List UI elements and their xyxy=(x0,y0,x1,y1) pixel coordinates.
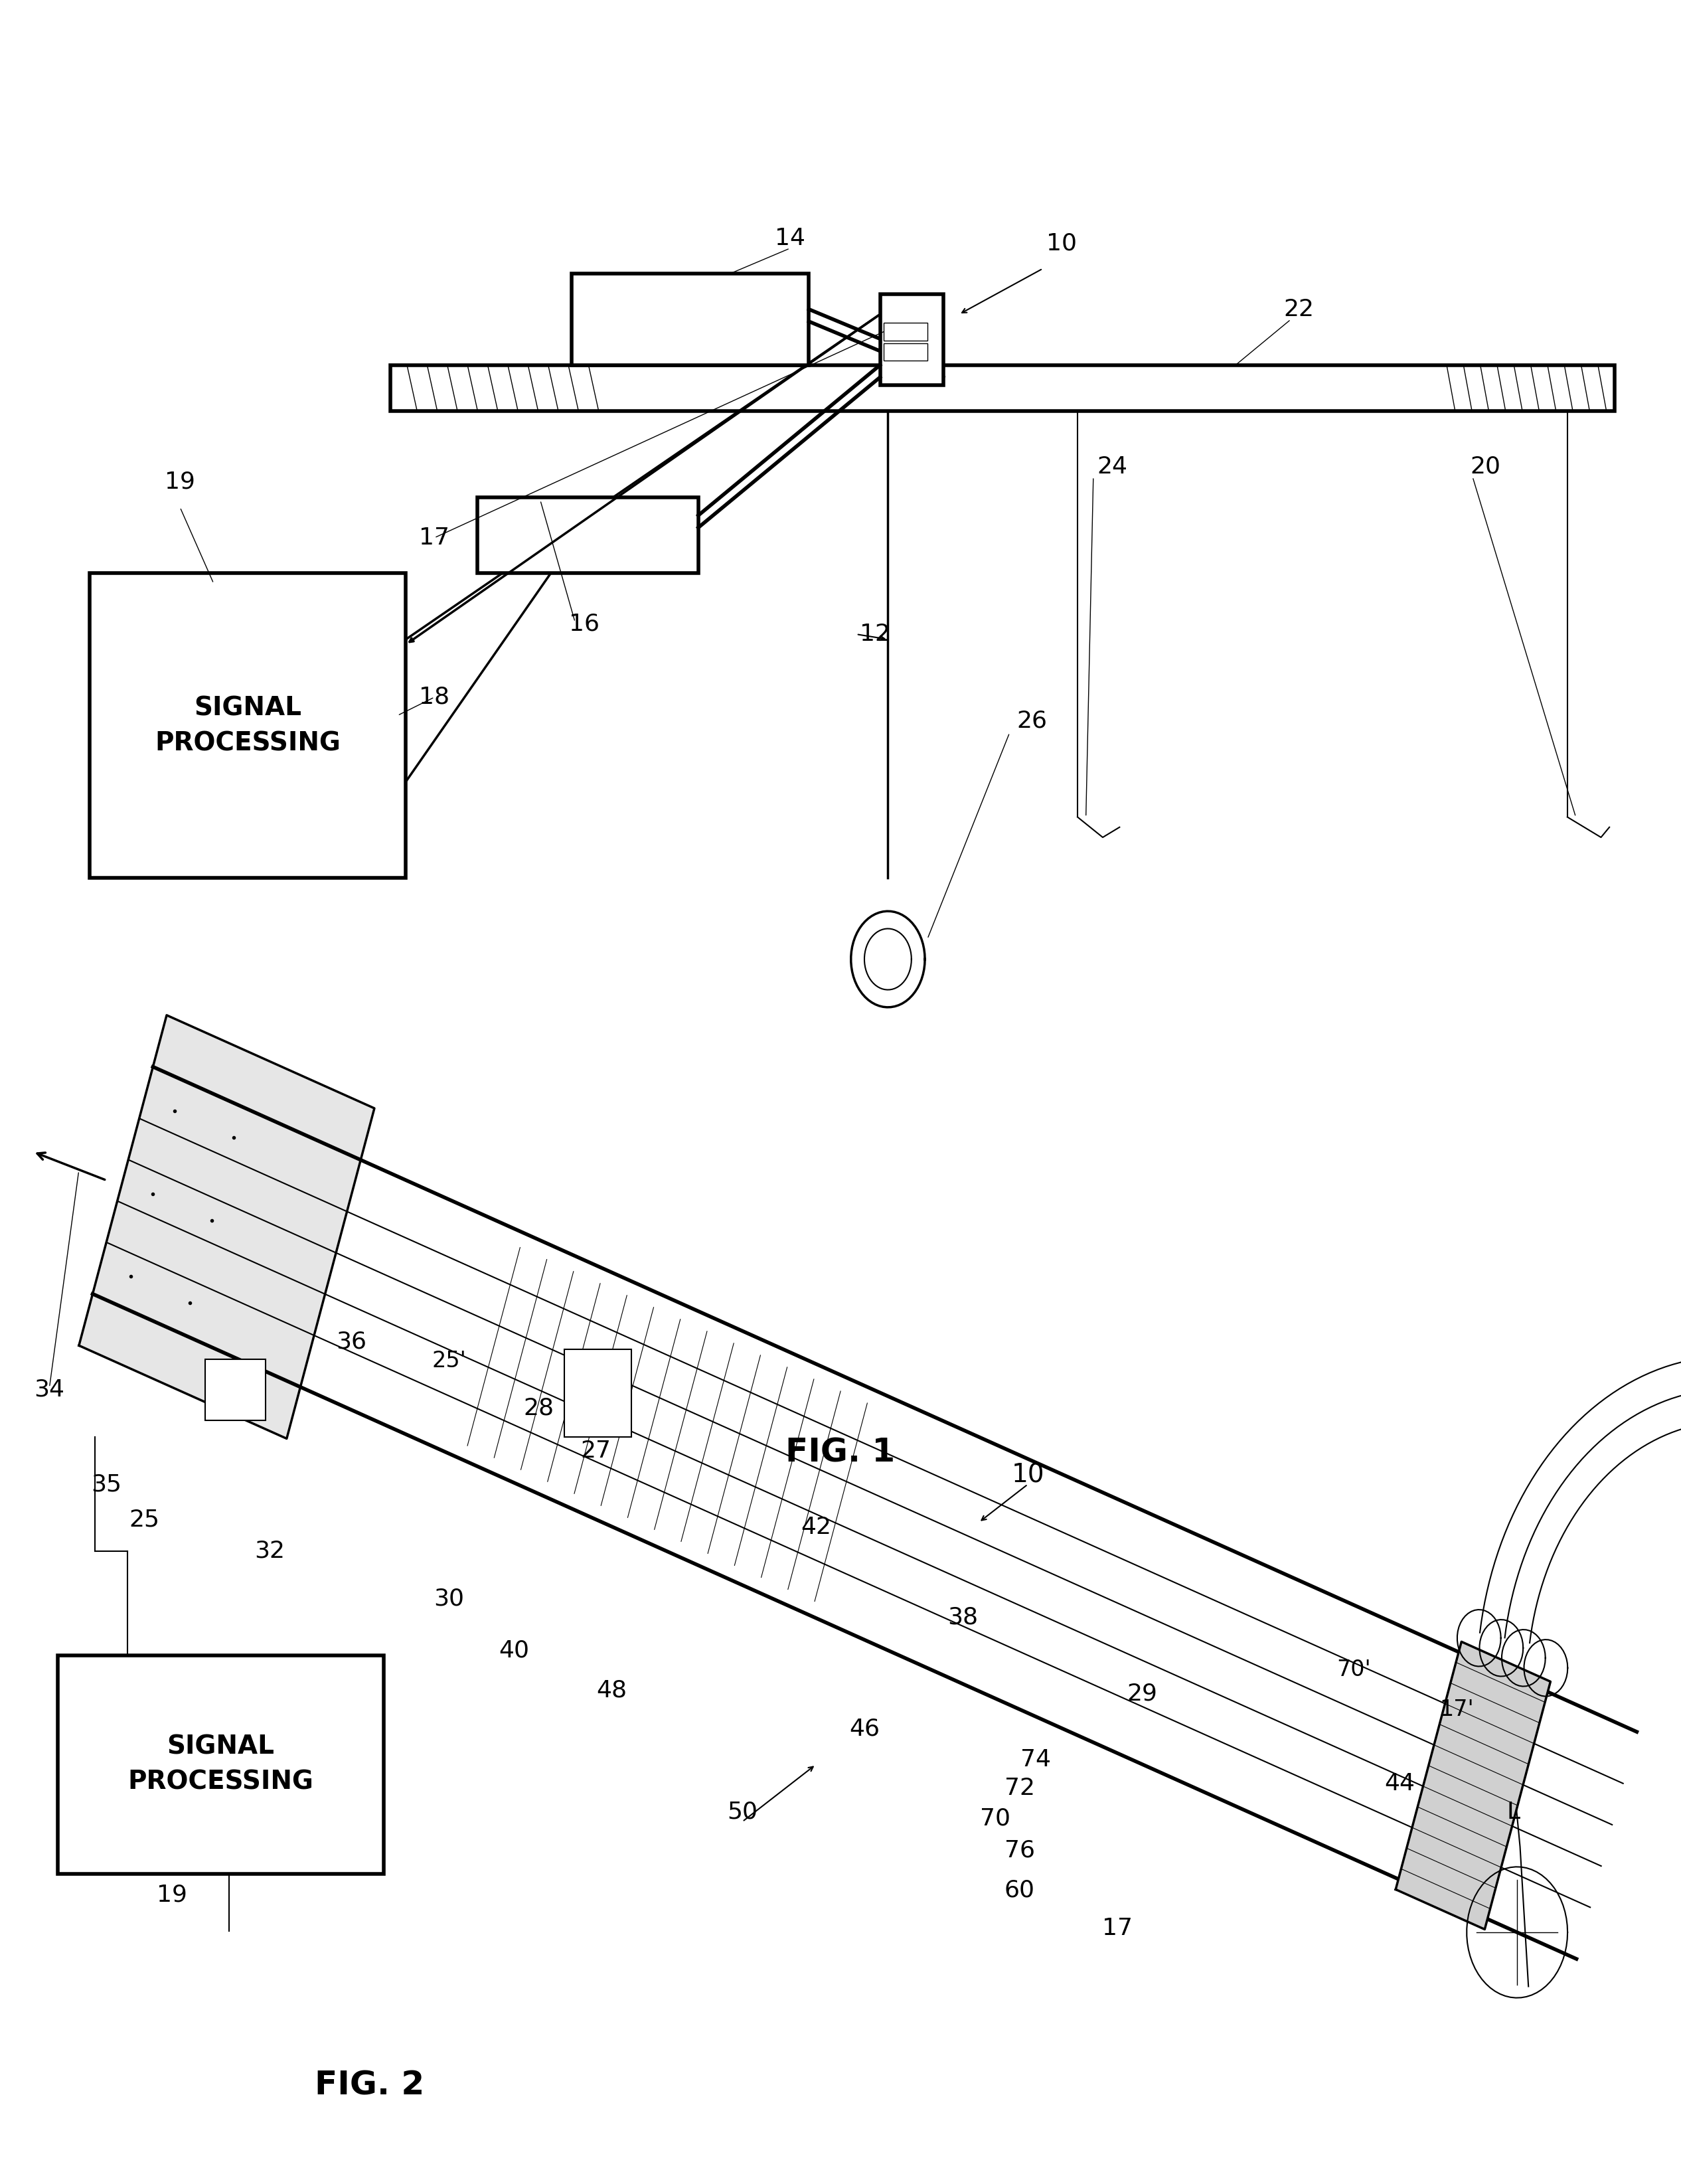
Text: 10: 10 xyxy=(1047,232,1078,256)
Bar xyxy=(205,1358,266,1420)
Text: FIG. 1: FIG. 1 xyxy=(785,1437,896,1468)
Text: SIGNAL
PROCESSING: SIGNAL PROCESSING xyxy=(155,695,341,756)
Text: 44: 44 xyxy=(1383,1773,1415,1795)
Text: 25': 25' xyxy=(432,1350,466,1372)
Text: 19: 19 xyxy=(165,470,195,494)
Text: 24: 24 xyxy=(1098,456,1128,478)
Text: 36: 36 xyxy=(336,1330,366,1354)
Text: 50: 50 xyxy=(728,1802,758,1824)
Text: 16: 16 xyxy=(570,614,600,636)
Text: L: L xyxy=(1506,1802,1520,1824)
Text: SIGNAL
PROCESSING: SIGNAL PROCESSING xyxy=(128,1734,314,1795)
Text: 25: 25 xyxy=(129,1509,160,1531)
Text: FIG. 2: FIG. 2 xyxy=(314,2070,425,2101)
Text: 32: 32 xyxy=(254,1540,284,1562)
Bar xyxy=(57,1655,383,1874)
Text: 10: 10 xyxy=(1012,1463,1044,1487)
Text: 27: 27 xyxy=(580,1439,610,1463)
Text: 17: 17 xyxy=(1103,1918,1133,1939)
Polygon shape xyxy=(79,1016,375,1439)
Text: 70: 70 xyxy=(980,1808,1010,1830)
Text: 12: 12 xyxy=(861,622,891,646)
Text: 46: 46 xyxy=(849,1717,879,1741)
Bar xyxy=(572,273,809,365)
Bar xyxy=(477,498,698,572)
Text: 72: 72 xyxy=(1004,1778,1035,1800)
Text: 17': 17' xyxy=(1439,1699,1474,1721)
Bar xyxy=(881,295,943,384)
Text: 70': 70' xyxy=(1336,1658,1372,1679)
Bar xyxy=(884,323,928,341)
Text: 34: 34 xyxy=(34,1378,64,1400)
Text: 30: 30 xyxy=(434,1588,464,1610)
Polygon shape xyxy=(1395,1642,1550,1928)
Text: 19: 19 xyxy=(156,1883,187,1907)
Text: 42: 42 xyxy=(800,1516,830,1538)
Bar xyxy=(390,365,1615,411)
Text: 14: 14 xyxy=(775,227,805,249)
Text: 40: 40 xyxy=(499,1640,530,1662)
Bar xyxy=(884,343,928,360)
Text: 38: 38 xyxy=(946,1605,978,1629)
Text: 17: 17 xyxy=(419,526,451,548)
Bar xyxy=(89,572,407,878)
Text: 20: 20 xyxy=(1469,456,1501,478)
Text: 28: 28 xyxy=(523,1398,555,1420)
Text: 35: 35 xyxy=(91,1472,121,1496)
Text: 26: 26 xyxy=(1017,710,1047,732)
Text: 74: 74 xyxy=(1020,1749,1051,1771)
Text: 29: 29 xyxy=(1126,1682,1157,1706)
Text: 22: 22 xyxy=(1284,297,1315,321)
Text: 60: 60 xyxy=(1004,1878,1035,1902)
Text: 76: 76 xyxy=(1004,1839,1035,1861)
Text: 18: 18 xyxy=(419,686,451,708)
Bar xyxy=(565,1350,632,1437)
Text: 48: 48 xyxy=(597,1679,627,1701)
